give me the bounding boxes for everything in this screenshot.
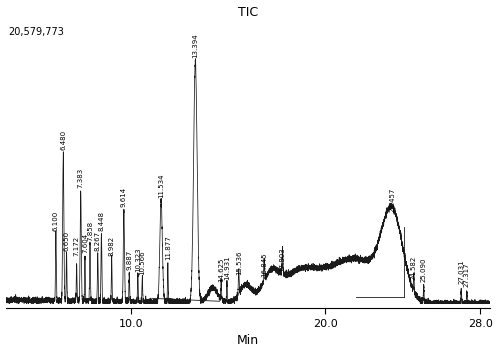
Text: 14.625: 14.625 (218, 258, 224, 282)
Text: 20,579,773: 20,579,773 (8, 27, 64, 37)
Text: 9.614: 9.614 (121, 187, 127, 208)
Text: 8.448: 8.448 (98, 211, 104, 232)
Text: 11.534: 11.534 (158, 173, 164, 198)
Text: 24.582: 24.582 (411, 255, 417, 280)
Text: 25.090: 25.090 (420, 257, 426, 282)
Text: 23.457: 23.457 (389, 188, 395, 212)
Text: 7.172: 7.172 (74, 235, 80, 256)
Text: 9.887: 9.887 (126, 250, 132, 270)
Text: 7.604: 7.604 (82, 233, 88, 253)
Text: 10.566: 10.566 (140, 250, 145, 275)
Text: 13.394: 13.394 (192, 34, 198, 58)
Text: 16.845: 16.845 (261, 253, 267, 277)
Text: 6.100: 6.100 (53, 211, 59, 232)
Text: 8.267: 8.267 (94, 231, 100, 251)
Text: 7.858: 7.858 (87, 221, 93, 241)
Text: 11.877: 11.877 (165, 235, 171, 261)
Text: 7.383: 7.383 (78, 168, 84, 188)
Text: 17.803: 17.803 (280, 247, 285, 273)
Text: 8.982: 8.982 (108, 235, 114, 256)
Text: 27.317: 27.317 (464, 262, 470, 287)
X-axis label: Min: Min (236, 334, 258, 347)
Text: 14.931: 14.931 (224, 255, 230, 280)
Text: 6.480: 6.480 (60, 130, 66, 150)
Text: 10.323: 10.323 (135, 248, 141, 273)
Title: TIC: TIC (238, 6, 258, 19)
Text: 27.031: 27.031 (458, 260, 464, 285)
Text: 15.536: 15.536 (236, 250, 242, 275)
Text: 6.650: 6.650 (64, 231, 70, 251)
